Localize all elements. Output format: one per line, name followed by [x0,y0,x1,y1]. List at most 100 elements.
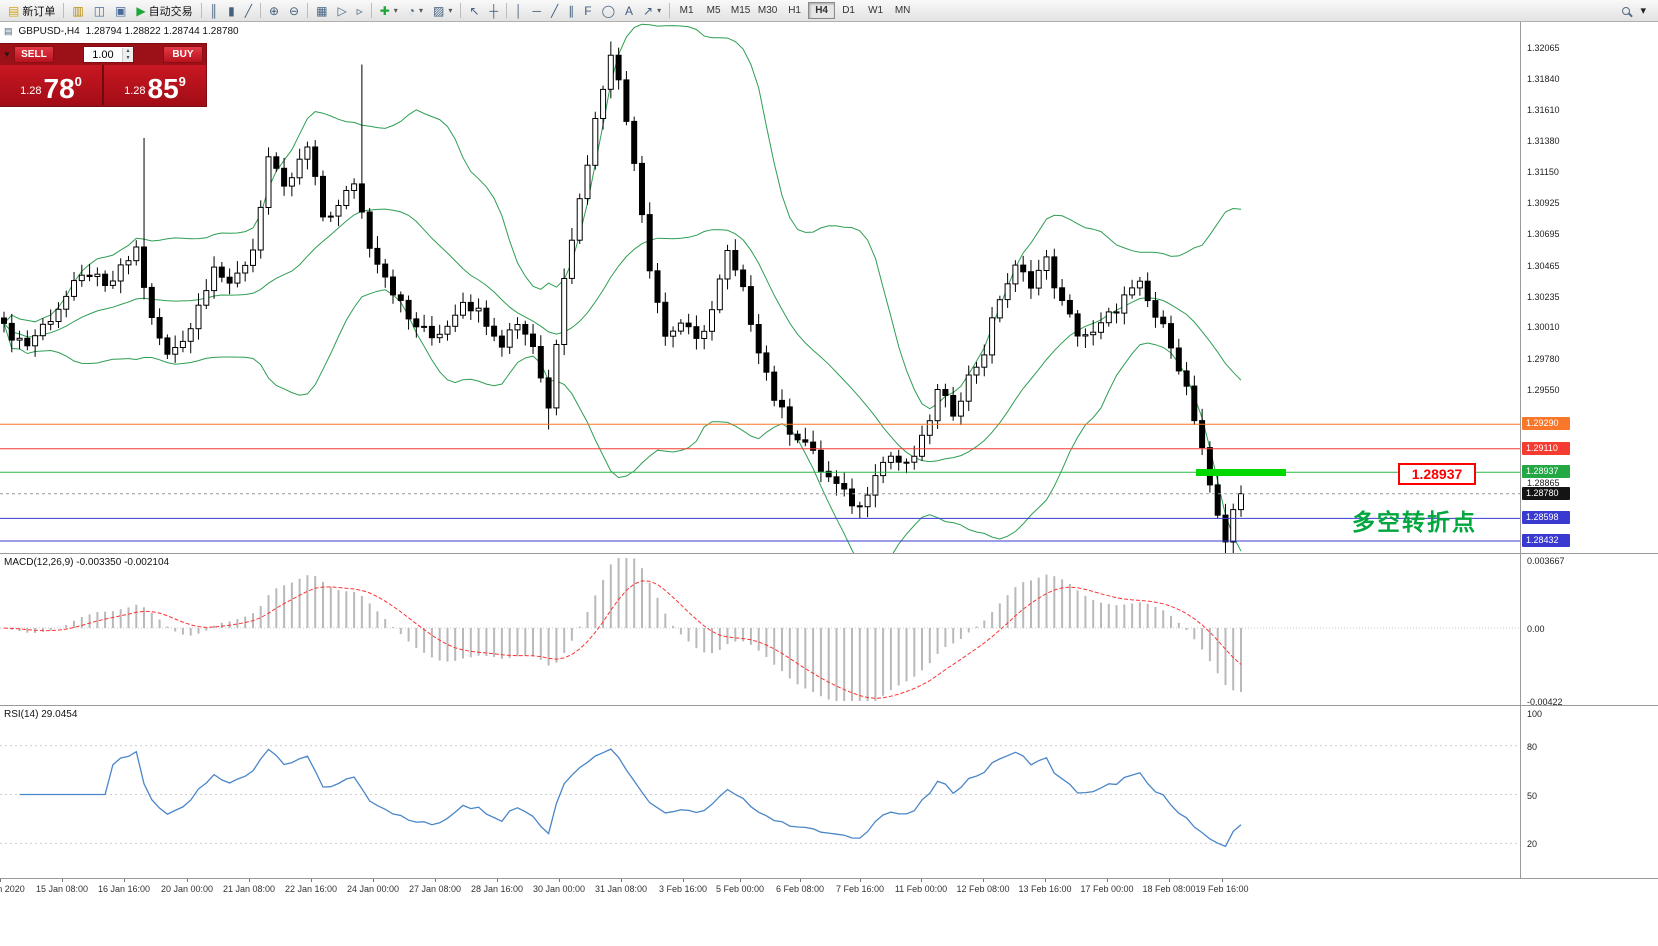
shapes-icon[interactable]: ◯ [597,1,620,20]
auto-scroll-icon-glyph: ▷ [337,3,347,18]
new-order-button[interactable]: ▤ 新订单 [3,1,60,20]
auto-scroll-icon[interactable]: ▷ [332,1,351,20]
time-axis[interactable]: 14 Jan 2020 15 Jan 08:00 16 Jan 16:00 20 Ja… [0,879,1658,903]
buy-price-prefix: 1.28 [124,85,146,97]
time-label: 28 Jan 16:00 [470,884,524,894]
zoom-out-icon-glyph: ⊖ [289,3,300,18]
panel-collapse-icon[interactable]: ▼ [3,50,11,59]
ohlc-values: 1.28794 1.28822 1.28744 1.28780 [85,26,239,37]
price-axis[interactable]: 1.32065 1.31840 1.31610 1.31380 1.31150 1.309… [1521,22,1658,878]
timeframe-m30-button[interactable]: M30 [754,2,781,19]
price-scale-label: 1.30925 [1527,198,1560,208]
line-chart-icon[interactable]: ╱ [240,1,257,20]
vertical-line-icon[interactable]: │ [510,1,528,20]
time-tick [435,879,436,882]
price-scale-label: 1.29780 [1527,354,1560,364]
new-order-button-label: 新订单 [22,5,56,18]
sell-button[interactable]: SELL [13,46,54,63]
timeframe-m1-button[interactable]: M1 [673,2,700,19]
volume-down-icon[interactable]: ▼ [122,54,133,62]
main-toolbar: ▤ 新订单 ▥ ◫ ▣ ▶ 自动交易 ║ ▮ ╱ ⊕ ⊖ ▦ ▷ ▹ ✚ ▾ ◔ ▾ ▨ ▾ ↖ ┼ │ ─ ╱ ∥ F ◯ A ↗ ▾ M1 M… [0,0,1658,22]
rsi-indicator-panel[interactable] [0,706,1520,878]
buy-price-display[interactable]: 1.28 85 9 [104,65,206,105]
time-label: 17 Feb 00:00 [1080,884,1134,894]
time-tick [373,879,374,882]
horizontal-line-icon-glyph: ─ [532,3,541,18]
turning-point-label: 多空转折点 [1352,509,1477,535]
search-icon[interactable] [1617,1,1635,20]
autotrading-button[interactable]: ▶ 自动交易 [131,1,197,20]
arrows-icon[interactable]: ↗ ▾ [638,1,666,20]
templates-icon[interactable]: ▨ ▾ [428,1,457,20]
buy-button[interactable]: BUY [162,46,203,63]
crosshair-icon[interactable]: ┼ [484,1,503,20]
periods-icon-caret-icon: ▾ [419,6,424,15]
candlestick-chart-icon[interactable]: ▮ [223,1,240,20]
terminal-icon[interactable]: ▣ [110,1,131,20]
sell-price-display[interactable]: 1.28 78 0 [0,65,102,105]
timeframe-d1-button[interactable]: D1 [835,2,862,19]
shapes-icon-glyph: ◯ [601,3,616,18]
panel-separator[interactable] [0,705,1658,706]
price-scale-label: 1.31610 [1527,105,1560,115]
trade-panel-controls: ▼ SELL ▲ ▼ BUY [0,44,206,65]
timeframe-w1-button[interactable]: W1 [862,2,889,19]
panel-separator[interactable] [0,553,1658,554]
zoom-out-icon[interactable]: ⊖ [284,1,304,20]
volume-up-icon[interactable]: ▲ [122,47,133,55]
highlight-level-segment [1196,469,1286,476]
time-label: 15 Jan 08:00 [35,884,89,894]
chart-shift-icon[interactable]: ▹ [352,1,368,20]
text-label-icon-glyph: A [625,3,634,18]
time-label: 13 Feb 16:00 [1018,884,1072,894]
volume-input[interactable] [83,47,122,62]
time-label: 30 Jan 00:00 [532,884,586,894]
templates-icon-caret-icon: ▾ [448,6,453,15]
bar-chart-icon[interactable]: ║ [205,1,224,20]
cursor-icon[interactable]: ↖ [464,1,484,20]
toolbar-right-group: ▾ [1617,1,1651,20]
timeframe-h4-button[interactable]: H4 [808,2,836,19]
trendline-icon[interactable]: ╱ [546,1,563,20]
fibonacci-icon[interactable]: F [579,1,596,20]
buy-price-pip: 9 [178,74,186,89]
macd-scale-label: -0.00422 [1527,697,1563,707]
macd-scale-label: 0.003667 [1527,556,1565,566]
trendline-icon-glyph: ╱ [551,3,559,18]
indicators-icon[interactable]: ✚ ▾ [375,1,403,20]
time-tick [740,879,741,882]
toolbar-options-caret-icon[interactable]: ▾ [1635,1,1651,20]
zoom-in-icon[interactable]: ⊕ [264,1,284,20]
candlestick-chart[interactable] [0,22,1520,553]
time-tick [62,879,63,882]
crosshair-icon-glyph: ┼ [489,3,498,18]
time-tick [559,879,560,882]
line-chart-icon-glyph: ╱ [244,3,252,18]
time-tick [311,879,312,882]
text-label-icon[interactable]: A [620,1,638,20]
navigator-icon[interactable]: ◫ [89,1,110,20]
tile-windows-icon[interactable]: ▦ [311,1,332,20]
horizontal-line-icon[interactable]: ─ [527,1,546,20]
toolbar-separator [200,3,202,18]
time-label: 22 Jan 16:00 [284,884,338,894]
timeframe-m15-button[interactable]: M15 [727,2,754,19]
price-scale-label: 1.30465 [1527,261,1560,271]
time-label: 24 Jan 00:00 [346,884,400,894]
time-label: 20 Jan 00:00 [160,884,214,894]
marketwatch-icon[interactable]: ▥ [67,1,88,20]
toolbar-separator [460,3,462,18]
price-scale-label: 1.30235 [1527,292,1560,302]
autotrading-button-label: 自动交易 [148,5,193,18]
macd-indicator-panel[interactable] [0,554,1520,705]
indicators-icon-glyph: ✚ [379,3,390,18]
timeframe-mn-button[interactable]: MN [889,2,916,19]
time-tick [683,879,684,882]
sell-price-pip: 0 [74,74,82,89]
periods-icon[interactable]: ◔ ▾ [403,1,428,20]
time-tick [921,879,922,882]
timeframe-h1-button[interactable]: H1 [781,2,808,19]
timeframe-m5-button[interactable]: M5 [700,2,727,19]
equidistant-channel-icon[interactable]: ∥ [563,1,579,20]
price-tag: 1.29110 [1522,442,1570,455]
